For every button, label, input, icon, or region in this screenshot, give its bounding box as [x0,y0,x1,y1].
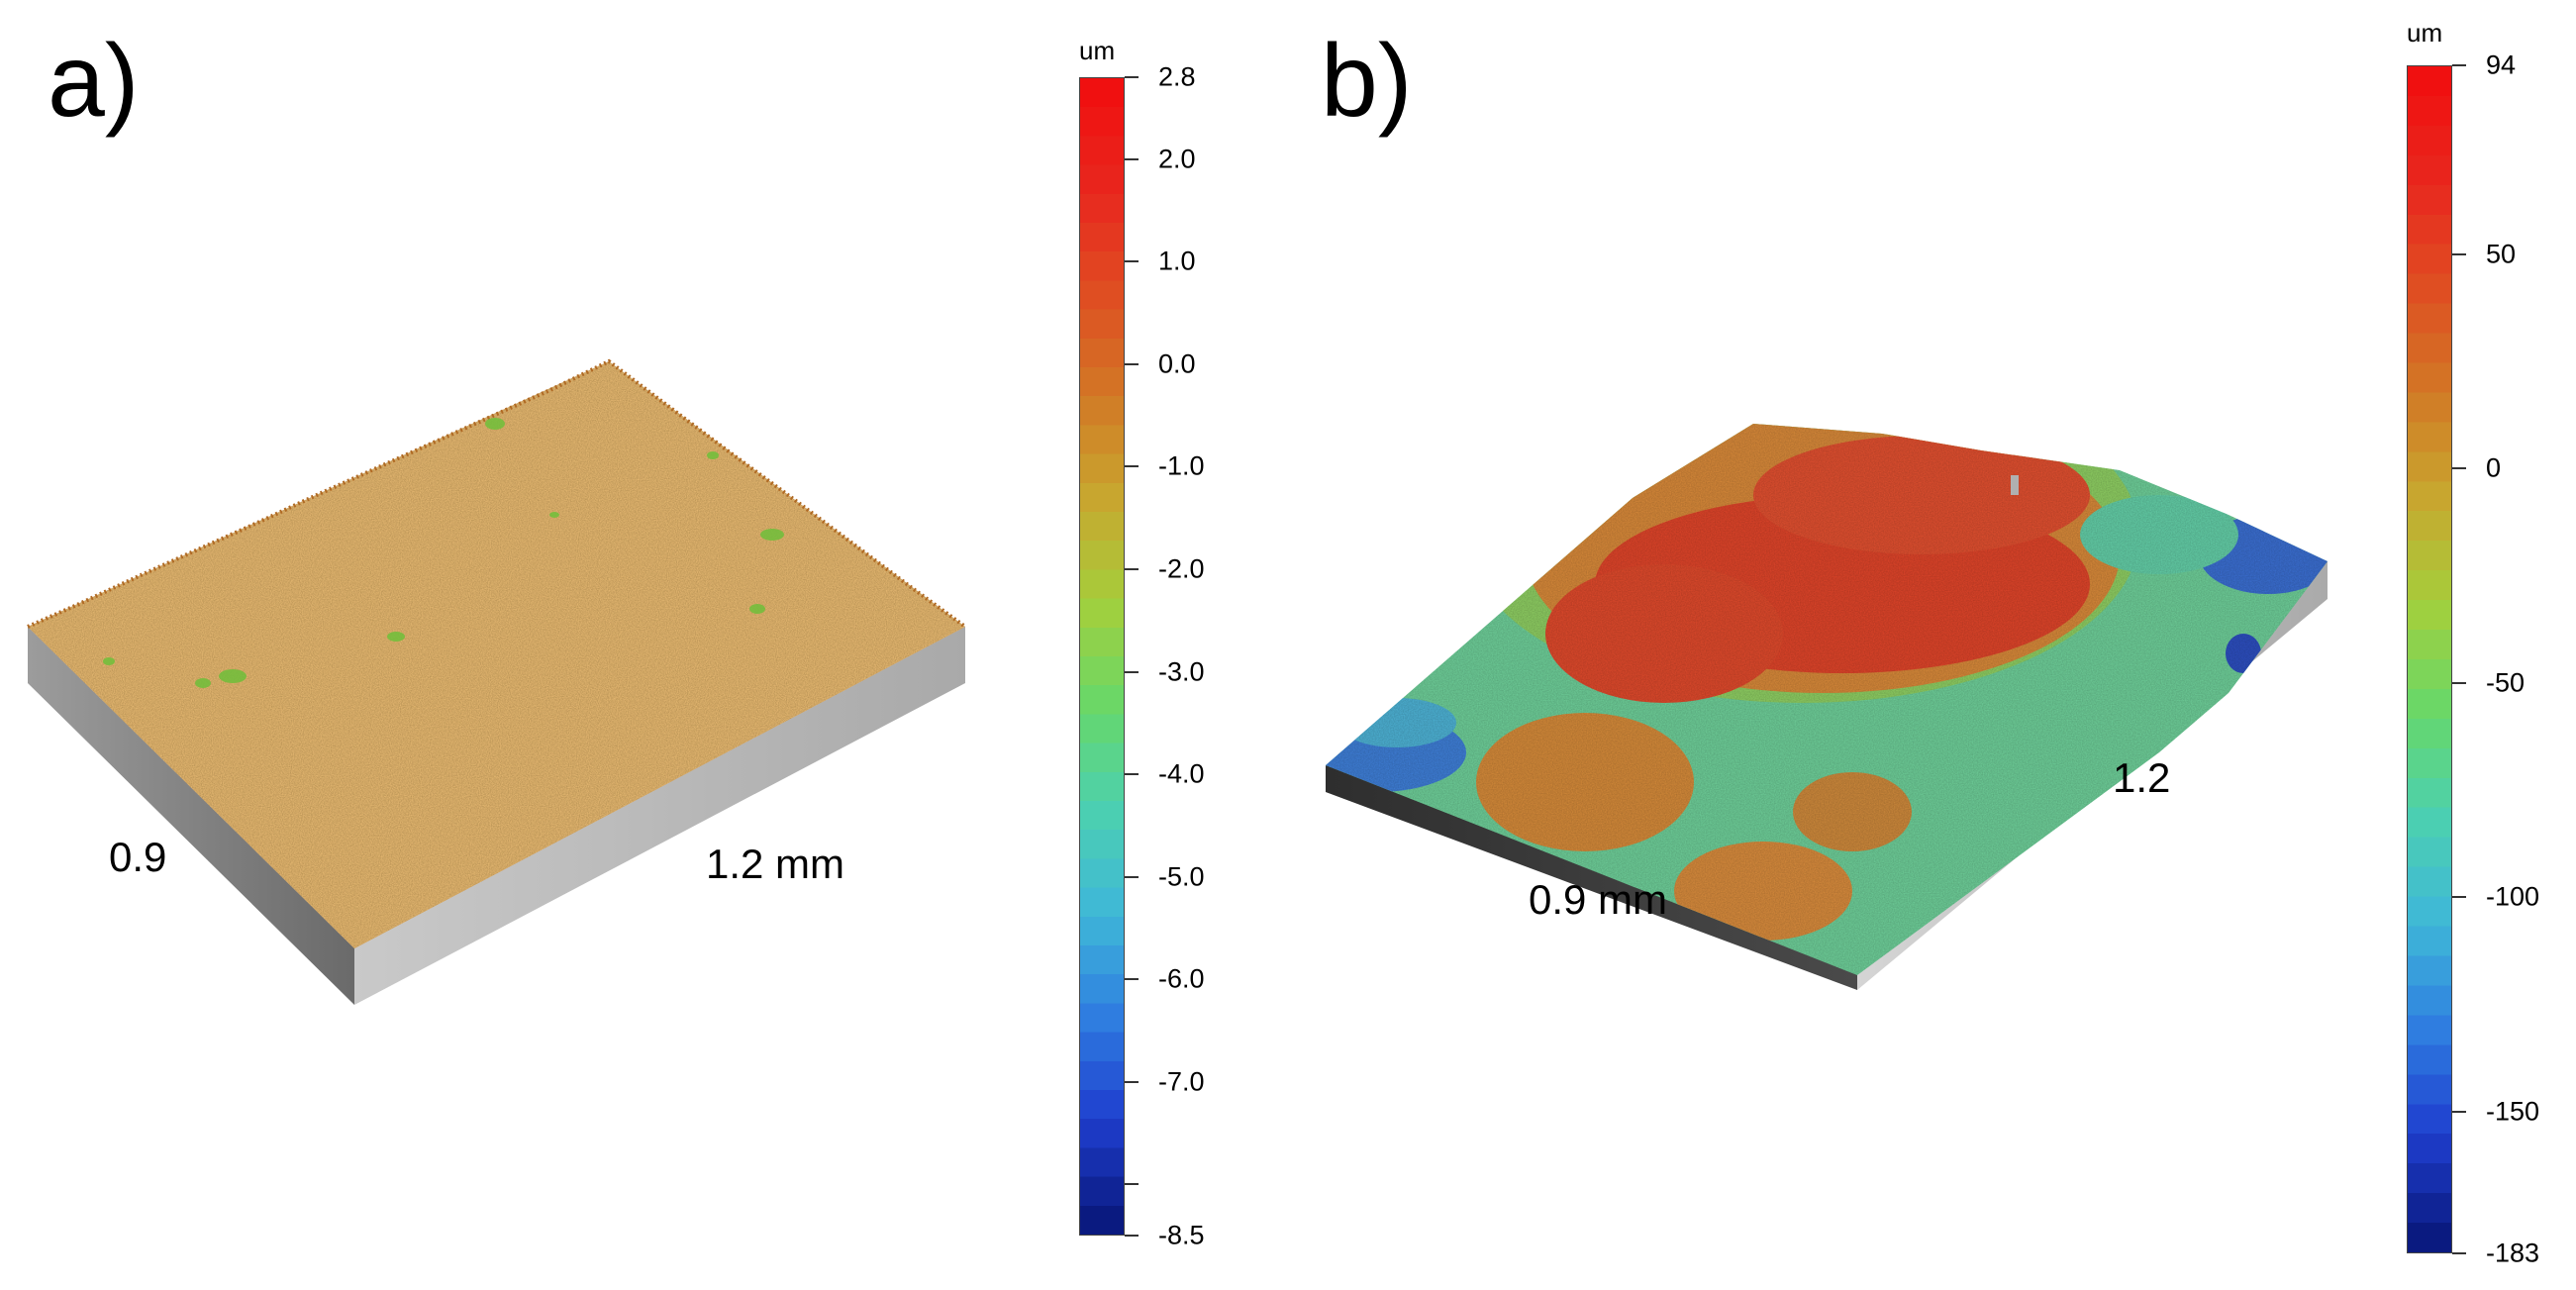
colorbar-tick-label: -3.0 [1158,656,1205,687]
panel-b-label: b) [1321,24,1413,139]
colorbar-tick-label: -100 [2486,881,2540,912]
colorbar-tick-label: 2.0 [1158,144,1196,174]
colorbar-tick-label: -2.0 [1158,553,1205,584]
colorbar-gradient-b [2407,65,2452,1253]
colorbar-tick [2452,896,2466,899]
colorbar-unit-b: um [2407,18,2443,48]
surface-top-b [1326,424,2328,975]
panel-b: b) [1288,0,2576,1290]
dimension-label-b-short: 0.9 mm [1529,876,1668,923]
colorbar-tick [1125,260,1139,263]
colorbar-minor-tick [1125,1183,1139,1186]
colorbar-tick [2452,467,2466,470]
colorbar-tick-label: -50 [2486,667,2526,698]
colorbar-tick-label: 0 [2486,452,2502,483]
colorbar-tick [2452,1252,2466,1254]
colorbar-gradient-a [1079,77,1125,1236]
surface-ridge-b [2011,475,2019,495]
colorbar-tick [1125,465,1139,468]
block-side-right-a [354,627,965,1005]
colorbar-tick [2452,1111,2466,1114]
surface-plot-b [1326,424,2328,990]
dimension-label-a-short: 0.9 [109,834,167,880]
colorbar-tick [1125,773,1139,776]
colorbar-tick-label: -7.0 [1158,1066,1205,1097]
colorbar-tick-label: 50 [2486,239,2517,269]
dimension-label-a-long: 1.2 mm [706,841,845,887]
colorbar-tick-label: 2.8 [1158,61,1196,92]
colorbar-tick-label: -4.0 [1158,758,1205,789]
panel-a-label: a) [48,24,140,139]
colorbar-tick [2452,252,2466,255]
colorbar-a: um 2.8 2.0 1.0 0.0 -1.0 -2.0 -3.0 -4.0 -5.0 -6.0 -… [1079,30,1277,1277]
colorbar-tick [1125,76,1139,78]
surface-spots-a [103,418,784,688]
panel-a: a) [27,24,1277,1277]
colorbar-tick-label: -6.0 [1158,963,1205,994]
colorbar-tick-label: -5.0 [1158,861,1205,892]
colorbar-tick [1125,875,1139,878]
block-side-left-a [28,627,354,1005]
surface-plot-a [27,358,967,1005]
colorbar-tick [1125,1235,1139,1237]
block-side-front-b [1326,765,1857,990]
colorbar-tick [1125,157,1139,160]
colorbar-tick-label: 0.0 [1158,348,1196,379]
colorbar-tick-label: -150 [2486,1096,2540,1127]
colorbar-tick-label: -1.0 [1158,450,1205,481]
colorbar-tick [1125,1080,1139,1083]
colorbar-tick-label: -183 [2486,1238,2540,1268]
colorbar-tick [1125,362,1139,365]
colorbar-tick [2452,64,2466,66]
dimension-label-b-long: 1.2 [2113,754,2171,801]
colorbar-unit-a: um [1079,36,1116,65]
colorbar-tick [2452,681,2466,684]
colorbar-tick-label: 94 [2486,50,2517,80]
colorbar-tick [1125,670,1139,673]
colorbar-tick-label: 1.0 [1158,246,1196,276]
surface-edge-a [27,358,967,629]
colorbar-tick-label: -8.5 [1158,1220,1205,1250]
colorbar-tick [1125,978,1139,981]
colorbar-b: um 94 50 0 -50 -100 -150 -183 [2407,20,2575,1287]
colorbar-tick [1125,567,1139,570]
